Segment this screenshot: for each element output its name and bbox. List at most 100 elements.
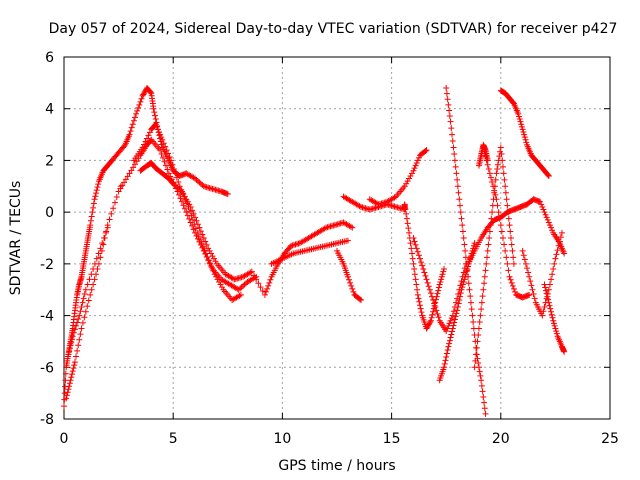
data-point [438,273,445,280]
y-tick-label: 6 [45,50,54,66]
data-point [171,181,178,188]
data-point [218,284,225,291]
data-point [457,290,464,297]
data-point [447,317,454,324]
data-point [348,282,355,289]
data-point [81,314,88,321]
data-point [412,241,419,248]
data-point [238,284,245,291]
data-point [531,295,538,302]
data-point [106,216,113,223]
data-point [67,342,74,349]
data-point [408,250,415,257]
data-point [321,225,328,232]
data-point [202,250,209,257]
data-point [183,196,190,203]
data-point [479,388,486,395]
data-point [78,325,85,332]
data-point [525,269,532,276]
data-point [93,190,100,197]
data-point [555,242,562,249]
data-point [91,260,98,267]
data-point [413,245,420,252]
data-point [217,281,224,288]
data-point [346,276,353,283]
data-point [193,176,200,183]
data-point [545,299,552,306]
data-point [481,405,488,412]
data-point [97,245,104,252]
data-point [552,325,559,332]
data-point [197,228,204,235]
data-point [407,240,414,247]
data-point [451,150,458,157]
data-point [459,284,466,291]
data-point [517,118,524,125]
data-point [449,325,456,332]
data-point [544,293,551,300]
data-point [426,286,433,293]
data-point [412,162,419,169]
data-point [90,281,97,288]
data-point [163,147,170,154]
data-point [157,147,164,154]
data-point [80,295,87,302]
data-point [487,174,494,181]
data-point [66,380,73,387]
data-point [63,395,70,402]
data-point [545,296,552,303]
data-point [410,260,417,267]
data-point [211,271,218,278]
data-point [409,255,416,262]
data-point [160,140,167,147]
data-point [551,260,558,267]
data-point [69,336,76,343]
data-point [538,201,545,208]
data-point [492,191,499,198]
data-point [412,276,419,283]
data-point [169,161,176,168]
data-point [553,330,560,337]
data-point [450,144,457,151]
data-point [150,105,157,112]
data-point [170,166,177,173]
data-point [478,299,485,306]
data-point [141,90,148,97]
data-point [470,325,477,332]
data-point [454,176,461,183]
data-point [457,293,464,300]
data-point [452,163,459,170]
data-point [476,319,483,326]
data-point [177,195,184,202]
data-point [119,182,126,189]
data-point [178,198,185,205]
data-point [84,281,91,288]
data-point [349,224,356,231]
data-point [546,281,553,288]
data-point [356,203,363,210]
data-point [347,279,354,286]
data-point [491,187,498,194]
data-point [131,161,138,168]
data-point [405,225,412,232]
data-point [502,247,509,254]
data-point [444,325,451,332]
data-point [73,322,80,329]
data-point [190,210,197,217]
data-point [93,187,100,194]
data-point [91,196,98,203]
data-point [470,319,477,326]
data-point [202,238,209,245]
data-point [407,172,414,179]
data-point [415,154,422,161]
data-point [510,254,517,261]
data-point [548,311,555,318]
data-point [561,250,568,257]
data-point [115,188,122,195]
data-point [501,241,508,248]
data-point [548,276,555,283]
data-point [522,260,529,267]
data-point [473,351,480,358]
data-point [500,170,507,177]
data-point [540,206,547,213]
